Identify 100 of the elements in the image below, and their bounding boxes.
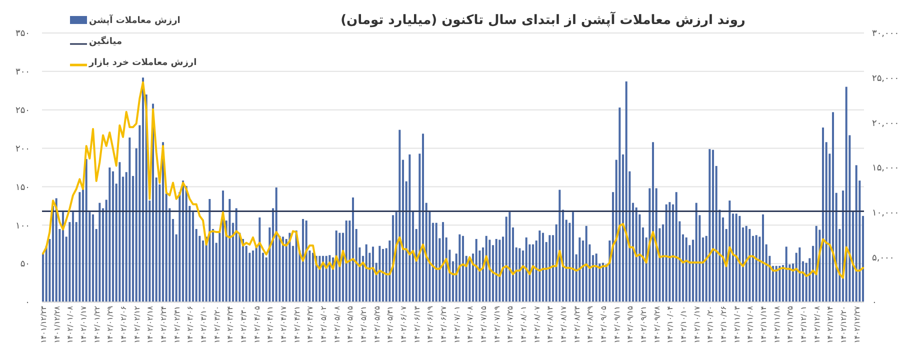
bar [372,246,374,302]
y-tick-label: ۳۵۰ [15,29,30,40]
bar [352,197,354,302]
bar [778,266,781,302]
bar [755,235,758,302]
bar [235,208,238,302]
bar [735,214,738,302]
bar [745,226,748,302]
bar [92,214,94,302]
bar [668,202,671,302]
bar [182,180,184,302]
y2-tick-label: ۲۵,۰۰۰ [872,74,900,84]
bar [112,171,114,302]
bar [98,202,101,302]
bar [845,86,848,302]
y2-tick-label: ۳۰,۰۰۰ [872,29,900,40]
y2-tick-label: ۵,۰۰۰ [872,253,894,264]
bar [712,150,714,302]
bar [72,212,74,302]
bar [585,226,588,302]
bar [602,262,604,302]
bar [822,128,824,302]
bar [312,252,314,302]
bar [208,199,211,302]
bar [318,256,321,302]
bar [142,78,144,302]
bar [345,220,348,302]
bar [288,232,291,302]
bar [382,248,384,302]
bar [335,230,338,302]
bar [542,232,544,302]
bar [548,235,551,302]
bar [475,238,478,302]
y-tick-label: ۲۵۰ [15,106,30,116]
legend-label: ارزش معاملات آپشن [89,14,180,26]
bar [258,217,261,302]
y2-tick-label: ۲۰,۰۰۰ [872,118,900,129]
bar [762,214,764,302]
bar [228,199,231,302]
bar [62,212,64,302]
bar [685,237,688,302]
bar [748,228,751,302]
bar [462,236,464,302]
bar [558,190,561,302]
bar [128,138,131,302]
bar [435,222,438,302]
bar [498,240,501,302]
bar [85,159,88,302]
bar [365,244,368,302]
legend-label: ارزش معاملات خرد بازار [88,58,197,68]
bar [108,168,111,302]
bar [635,207,638,302]
legend-label: میانگین [89,35,122,48]
y-tick-label: ۳۰۰ [15,68,30,78]
bar [282,236,284,302]
bar [775,266,778,302]
bar [518,248,521,302]
chart-title: روند ارزش معاملات آپشن از ابتدای سال تاکنون (میلیارد تومان) [340,11,746,28]
bar [508,212,511,302]
bar [302,218,304,302]
y-tick-label: ۵۰ [20,260,30,270]
bar [322,256,324,302]
bar [458,234,461,302]
y2-tick-label: ۱۰,۰۰۰ [872,208,900,218]
y-tick-label: ۰ [25,298,30,308]
bar [495,238,498,302]
y-tick-label: ۱۰۰ [15,221,30,232]
bar [55,198,58,302]
bar [665,204,668,302]
bar [242,238,244,302]
bar [532,244,534,302]
bar [708,149,711,302]
bar [538,230,541,302]
y-tick-label: ۱۵۰ [15,182,30,193]
bar [618,108,621,302]
bar [525,237,528,302]
bar [652,142,654,302]
bar [738,216,741,302]
bar [798,247,801,302]
bar [78,192,81,302]
bar [252,250,254,302]
bar [338,232,341,302]
bar [325,256,328,302]
bar [572,212,574,302]
bar [832,112,834,302]
bar [275,187,278,302]
bar [118,162,121,302]
bar [675,192,678,302]
bar [695,202,698,302]
bar [625,81,628,302]
bar [785,246,788,302]
bar [595,254,598,302]
bar [488,240,491,302]
line-series [42,81,864,279]
bar [422,134,424,302]
y-tick-label: ۲۰۰ [15,144,30,154]
bar [408,154,411,302]
bar [305,220,308,302]
y2-tick-label: ۰ [872,298,877,308]
y2-tick-label: ۱۵,۰۰۰ [872,164,900,174]
